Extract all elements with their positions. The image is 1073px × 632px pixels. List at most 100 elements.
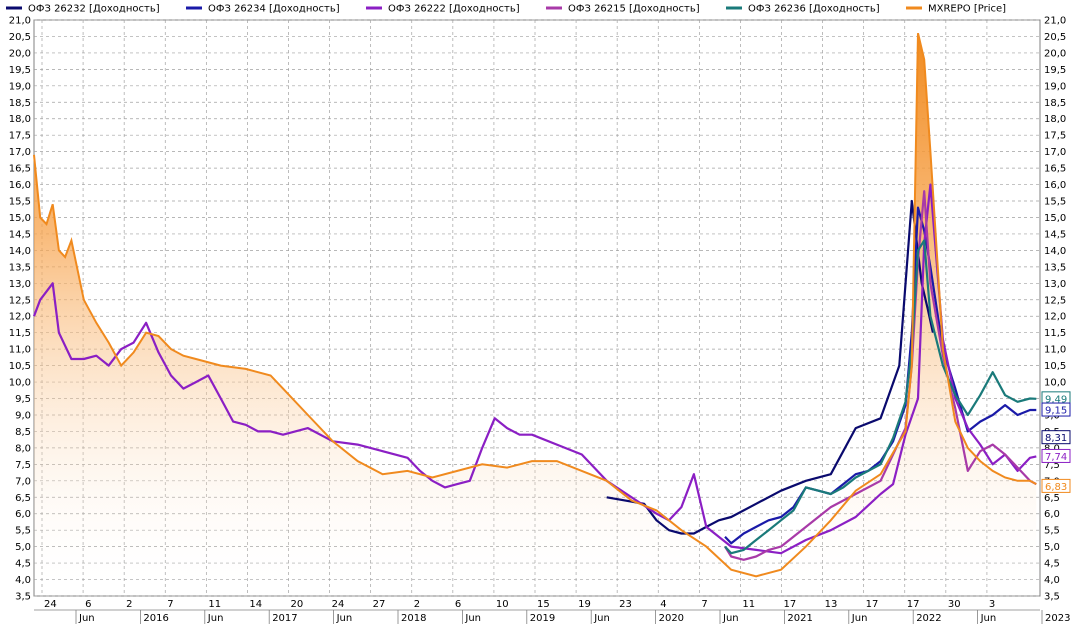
x-tick-label-top: 24: [332, 599, 345, 610]
x-tick-label-bottom: Jun: [464, 613, 481, 624]
y-tick-label-right: 14,5: [1044, 229, 1066, 240]
series-line-0: [606, 199, 934, 535]
y-tick-label-right: 10,0: [1044, 378, 1066, 389]
x-tick-label-top: 13: [825, 599, 838, 610]
x-tick-label-top: 11: [742, 599, 755, 610]
last-value-label: 6,83: [1045, 482, 1067, 493]
x-tick-label-top: 6: [85, 599, 91, 610]
y-tick-label-right: 13,0: [1044, 279, 1066, 290]
legend-label: MXREPO [Price]: [928, 4, 1006, 15]
series-layer: [32, 32, 1037, 578]
y-tick-label-right: 20,5: [1044, 32, 1066, 43]
series-line-mxrepo: [33, 32, 1037, 578]
last-value-label: 9,15: [1045, 406, 1067, 417]
y-tick-label-left: 19,0: [9, 81, 31, 92]
y-tick-label-right: 14,0: [1044, 246, 1066, 257]
y-tick-label-right: 10,5: [1044, 361, 1066, 372]
y-tick-label-left: 9,5: [15, 394, 31, 405]
x-tick-label-top: 2: [414, 599, 420, 610]
x-tick-label-top: 24: [44, 599, 57, 610]
last-value-label: 9,49: [1045, 394, 1067, 405]
last-value-box: [1041, 430, 1071, 445]
y-tick-label-left: 20,5: [9, 32, 31, 43]
y-tick-label-left: 17,5: [9, 131, 31, 142]
series-line-1: [724, 206, 1037, 545]
y-tick-label-left: 6,0: [15, 509, 31, 520]
y-tick-label-right: 20,0: [1044, 48, 1066, 59]
y-tick-label-left: 4,0: [15, 575, 31, 586]
x-tick-label-top: 7: [701, 599, 707, 610]
y-tick-label-right: 16,5: [1044, 164, 1066, 175]
y-tick-label-right: 3,5: [1044, 592, 1060, 603]
x-tick-label-bottom: 2021: [787, 613, 812, 624]
x-tick-label-bottom: 2017: [272, 613, 297, 624]
x-tick-label-top: 4: [660, 599, 666, 610]
y-tick-label-right: 6,0: [1044, 509, 1060, 520]
y-tick-label-right: 12,0: [1044, 312, 1066, 323]
y-tick-label-left: 20,0: [9, 48, 31, 59]
y-tick-label-right: 19,5: [1044, 65, 1066, 76]
y-tick-label-right: 19,0: [1044, 81, 1066, 92]
x-tick-label-top: 15: [537, 599, 550, 610]
last-value-label: 8,31: [1045, 433, 1067, 444]
x-tick-label-bottom: Jun: [722, 613, 739, 624]
y-tick-label-left: 12,5: [9, 295, 31, 306]
x-tick-label-top: 27: [373, 599, 386, 610]
y-tick-label-left: 17,0: [9, 147, 31, 158]
y-tick-label-right: 5,5: [1044, 526, 1060, 537]
y-tick-label-right: 4,5: [1044, 559, 1060, 570]
x-tick-label-top: 17: [866, 599, 879, 610]
y-tick-label-left: 4,5: [15, 559, 31, 570]
x-tick-label-top: 23: [619, 599, 632, 610]
y-tick-label-left: 11,5: [9, 328, 31, 339]
y-tick-label-left: 15,5: [9, 197, 31, 208]
y-tick-label-right: 16,0: [1044, 180, 1066, 191]
x-tick-label-bottom: Jun: [593, 613, 610, 624]
y-axis: 3,5 3,54,0 4,04,5 4,55,0 5,05,5 5,56,0 6,06,5 6…: [9, 16, 1067, 603]
x-tick-label-top: 17: [907, 599, 920, 610]
y-tick-label-left: 13,5: [9, 262, 31, 273]
x-tick-label-top: 20: [291, 599, 304, 610]
y-tick-label-right: 13,5: [1044, 262, 1066, 273]
y-tick-label-left: 11,0: [9, 345, 31, 356]
y-tick-label-left: 3,5: [15, 592, 31, 603]
last-value-labels: 9,499,15 8,31 7,74 6,83: [1041, 391, 1071, 493]
y-tick-label-left: 8,5: [15, 427, 31, 438]
y-tick-label-left: 10,0: [9, 378, 31, 389]
x-tick-label-top: 3: [989, 599, 995, 610]
y-tick-label-left: 16,5: [9, 164, 31, 175]
y-tick-label-right: 11,0: [1044, 345, 1066, 356]
series-line-2: [32, 183, 1037, 555]
legend-label: ОФЗ 26234 [Доходность]: [208, 4, 340, 15]
last-value-box: [1041, 402, 1071, 417]
y-tick-label-right: 11,5: [1044, 328, 1066, 339]
y-tick-label-left: 21,0: [9, 16, 31, 27]
x-tick-label-top: 7: [167, 599, 173, 610]
y-tick-label-left: 9,0: [15, 410, 31, 421]
x-tick-label-top: 19: [578, 599, 591, 610]
x-tick-label-bottom: Jun: [207, 613, 224, 624]
x-tick-label-top: 11: [208, 599, 221, 610]
x-tick-label-bottom: 2019: [530, 613, 555, 624]
area-layer: [34, 33, 1037, 596]
legend-label: ОФЗ 26232 [Доходность]: [28, 4, 160, 15]
series-area-mxrepo: [34, 33, 1037, 596]
last-value-box: [1041, 478, 1071, 493]
legend: ОФЗ 26232 [Доходность] ОФЗ 26234 [Доходно…: [6, 4, 1006, 15]
last-value-box: [1041, 448, 1071, 463]
x-tick-label-top: 10: [496, 599, 509, 610]
legend-label: ОФЗ 26222 [Доходность]: [388, 4, 520, 15]
y-tick-label-left: 10,5: [9, 361, 31, 372]
x-tick-label-bottom: 2018: [401, 613, 426, 624]
x-tick-label-top: 17: [784, 599, 797, 610]
y-tick-label-right: 18,5: [1044, 98, 1066, 109]
y-tick-label-right: 21,0: [1044, 16, 1066, 27]
y-tick-label-right: 17,0: [1044, 147, 1066, 158]
x-tick-label-bottom: Jun: [851, 613, 868, 624]
y-tick-label-left: 18,5: [9, 98, 31, 109]
x-tick-label-bottom: 2023: [1045, 613, 1070, 624]
x-tick-label-bottom: 2020: [659, 613, 684, 624]
y-tick-label-left: 12,0: [9, 312, 31, 323]
